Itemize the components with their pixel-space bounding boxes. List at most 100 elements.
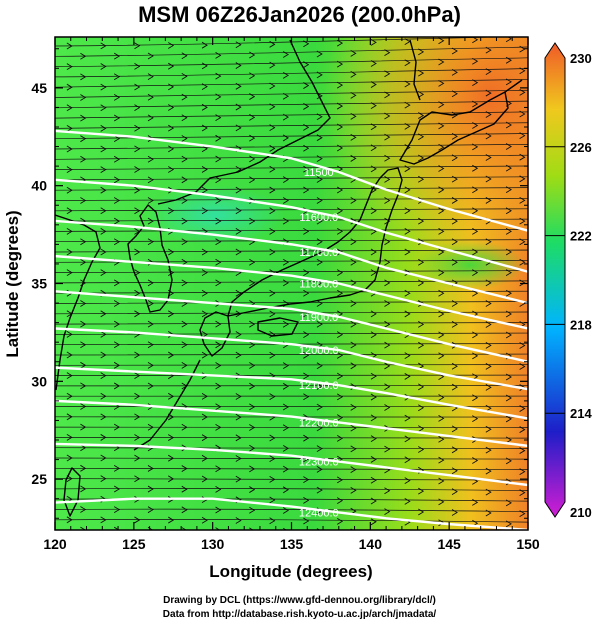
wind-arrow bbox=[316, 403, 323, 411]
contour-label: 12400.0 bbox=[299, 507, 339, 519]
wind-arrow bbox=[370, 81, 377, 88]
wind-arrow bbox=[80, 114, 87, 122]
wind-arrow bbox=[100, 372, 107, 380]
contour-label: 11800.0 bbox=[299, 279, 338, 291]
x-tick-label: 120 bbox=[43, 536, 67, 552]
wind-arrow bbox=[384, 300, 391, 307]
wind-arrow bbox=[113, 238, 121, 246]
wind-arrow bbox=[181, 527, 187, 530]
wind-arrow bbox=[282, 113, 289, 121]
wind-arrow bbox=[80, 320, 87, 328]
streamline bbox=[55, 122, 528, 129]
coastline-taiwan bbox=[63, 467, 81, 517]
wind-arrow bbox=[269, 475, 276, 483]
wind-arrow bbox=[249, 465, 256, 473]
wind-arrow bbox=[235, 517, 242, 524]
wind-arrow bbox=[113, 217, 121, 225]
wind-arrow bbox=[485, 425, 492, 433]
wind-arrow bbox=[404, 435, 411, 443]
wind-arrow bbox=[134, 62, 141, 70]
wind-arrow bbox=[235, 393, 242, 400]
wind-arrow bbox=[134, 310, 141, 318]
wind-arrow bbox=[505, 394, 512, 402]
wind-arrow bbox=[451, 467, 458, 475]
wind-arrow bbox=[134, 289, 141, 297]
wind-arrow bbox=[181, 238, 188, 246]
wind-arrow bbox=[113, 94, 121, 101]
wind-arrow bbox=[168, 516, 175, 524]
wind-arrow bbox=[384, 362, 391, 370]
colorbar-tick-label: 222 bbox=[570, 229, 592, 244]
wind-arrow bbox=[350, 300, 357, 307]
wind-arrow bbox=[66, 331, 73, 338]
wind-arrow bbox=[451, 154, 458, 162]
wind-arrow bbox=[438, 498, 445, 506]
wind-arrow bbox=[147, 465, 154, 472]
wind-arrow bbox=[235, 124, 242, 132]
wind-arrow bbox=[485, 509, 492, 517]
contour-label: 12100.0 bbox=[299, 380, 339, 392]
x-tick-label: 125 bbox=[122, 536, 146, 552]
wind-arrow bbox=[336, 186, 344, 194]
wind-arrow bbox=[303, 269, 310, 276]
wind-arrow bbox=[485, 321, 492, 328]
wind-arrow bbox=[303, 82, 310, 89]
wind-arrow bbox=[370, 331, 377, 339]
wind-arrow bbox=[113, 135, 121, 143]
wind-arrow bbox=[168, 475, 175, 483]
wind-arrow bbox=[350, 362, 357, 370]
wind-arrow bbox=[418, 446, 425, 453]
wind-arrow bbox=[418, 341, 425, 349]
contour-label: 11700.0 bbox=[299, 247, 338, 259]
wind-arrow bbox=[316, 320, 323, 328]
wind-arrow bbox=[418, 69, 425, 77]
wind-arrow bbox=[303, 40, 310, 48]
wind-arrow bbox=[235, 475, 242, 483]
contour-line bbox=[55, 178, 528, 273]
wind-arrow bbox=[181, 465, 188, 472]
wind-arrow bbox=[168, 83, 175, 91]
wind-arrow bbox=[404, 310, 411, 318]
wind-arrow bbox=[505, 269, 512, 276]
wind-arrow bbox=[269, 207, 276, 215]
wind-arrow bbox=[316, 300, 323, 307]
wind-arrow bbox=[472, 457, 479, 464]
wind-arrow bbox=[235, 413, 242, 421]
wind-arrow bbox=[451, 488, 458, 495]
wind-arrow bbox=[438, 331, 445, 339]
contour-label: 12200.0 bbox=[299, 417, 339, 429]
wind-arrow bbox=[66, 351, 73, 359]
wind-arrow bbox=[519, 132, 526, 139]
wind-arrow bbox=[282, 51, 289, 58]
wind-arrow bbox=[438, 310, 445, 318]
wind-arrow bbox=[80, 135, 87, 143]
wind-arrow bbox=[404, 289, 411, 297]
wind-arrow bbox=[235, 351, 242, 359]
wind-arrow bbox=[505, 289, 512, 297]
x-tick-label: 130 bbox=[201, 536, 225, 552]
wind-arrow bbox=[168, 42, 175, 49]
streamline bbox=[55, 46, 528, 57]
wind-arrow bbox=[147, 176, 154, 184]
wind-arrow bbox=[113, 506, 121, 513]
wind-arrow bbox=[438, 165, 445, 172]
wind-arrow bbox=[282, 258, 289, 266]
wind-arrow bbox=[418, 175, 425, 183]
contour-line bbox=[55, 129, 528, 232]
wind-arrow bbox=[80, 382, 87, 390]
wind-arrow bbox=[418, 425, 425, 433]
wind-arrow bbox=[316, 197, 323, 204]
coastline-russia bbox=[157, 39, 331, 205]
contour-line bbox=[55, 442, 528, 487]
wind-arrow bbox=[438, 101, 445, 109]
wind-arrow bbox=[269, 248, 276, 256]
wind-arrow bbox=[472, 122, 479, 129]
coastline-honshu bbox=[227, 167, 403, 317]
wind-arrow bbox=[472, 37, 479, 44]
wind-arrow bbox=[519, 88, 526, 96]
wind-arrow bbox=[201, 289, 208, 297]
wind-arrow bbox=[113, 526, 120, 530]
wind-arrow bbox=[370, 144, 377, 152]
wind-arrow bbox=[384, 112, 391, 120]
wind-arrow bbox=[316, 238, 323, 246]
